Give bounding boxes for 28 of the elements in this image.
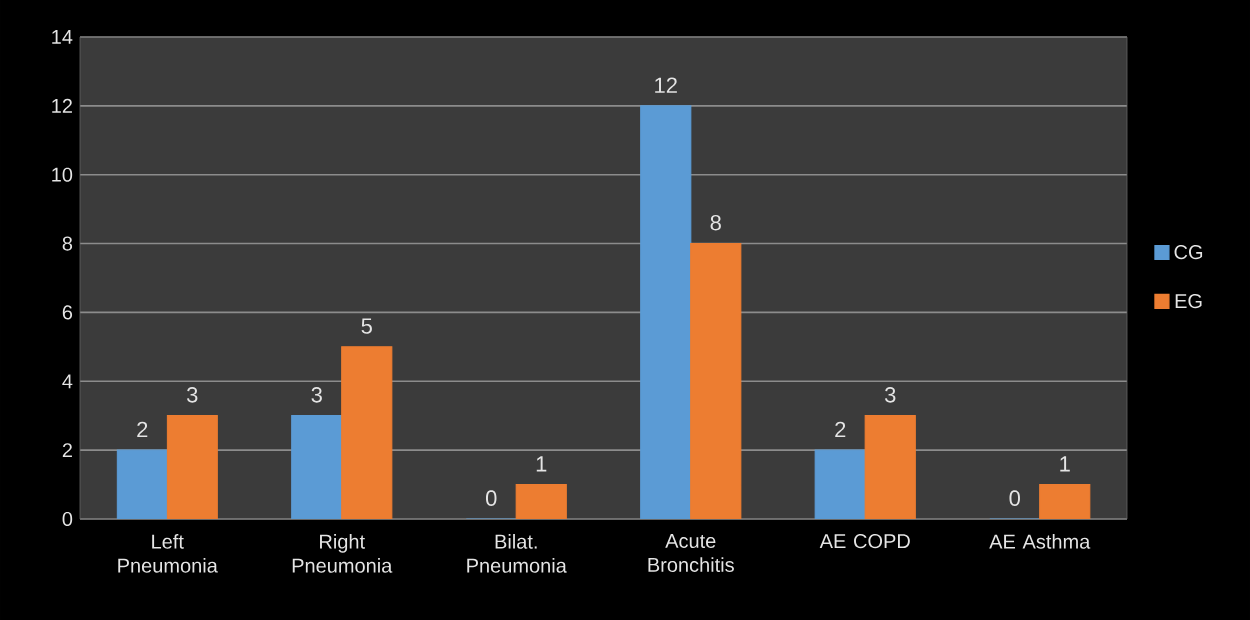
x-tick-label: Acute Bronchitis — [648, 534, 734, 572]
data-label: 1 — [1060, 456, 1070, 472]
x-tick-label: AE Asthma — [989, 534, 1091, 549]
data-label: 0 — [1009, 490, 1020, 506]
x-tick-label: Bilat. Pneumonia — [467, 534, 567, 573]
data-label: 2 — [835, 421, 846, 438]
data-label: 8 — [710, 214, 721, 231]
data-label: 1 — [536, 456, 547, 472]
data-label: 3 — [884, 387, 896, 403]
data-label: 3 — [311, 387, 322, 403]
legend-label: EG — [1175, 293, 1202, 309]
y-tick-label: 6 — [62, 305, 73, 320]
data-label: 2 — [137, 421, 148, 438]
data-label: 5 — [361, 318, 372, 334]
x-tick-label: Left Pneumonia — [118, 534, 218, 573]
y-tick-label: 2 — [62, 443, 72, 458]
y-tick-label: 4 — [62, 374, 73, 389]
data-label: 3 — [186, 387, 198, 403]
data-label: 0 — [485, 490, 497, 506]
legend-label: CG — [1174, 245, 1203, 260]
x-tick-label: AE COPD — [819, 534, 910, 549]
y-tick-label: 0 — [62, 511, 73, 527]
y-tick-label: 14 — [52, 30, 73, 44]
y-tick-label: 8 — [62, 236, 73, 251]
y-tick-label: 10 — [52, 167, 73, 182]
y-tick-label: 12 — [52, 98, 72, 113]
x-tick-label: Right Pneumonia — [292, 534, 393, 573]
data-label: 12 — [655, 77, 677, 93]
